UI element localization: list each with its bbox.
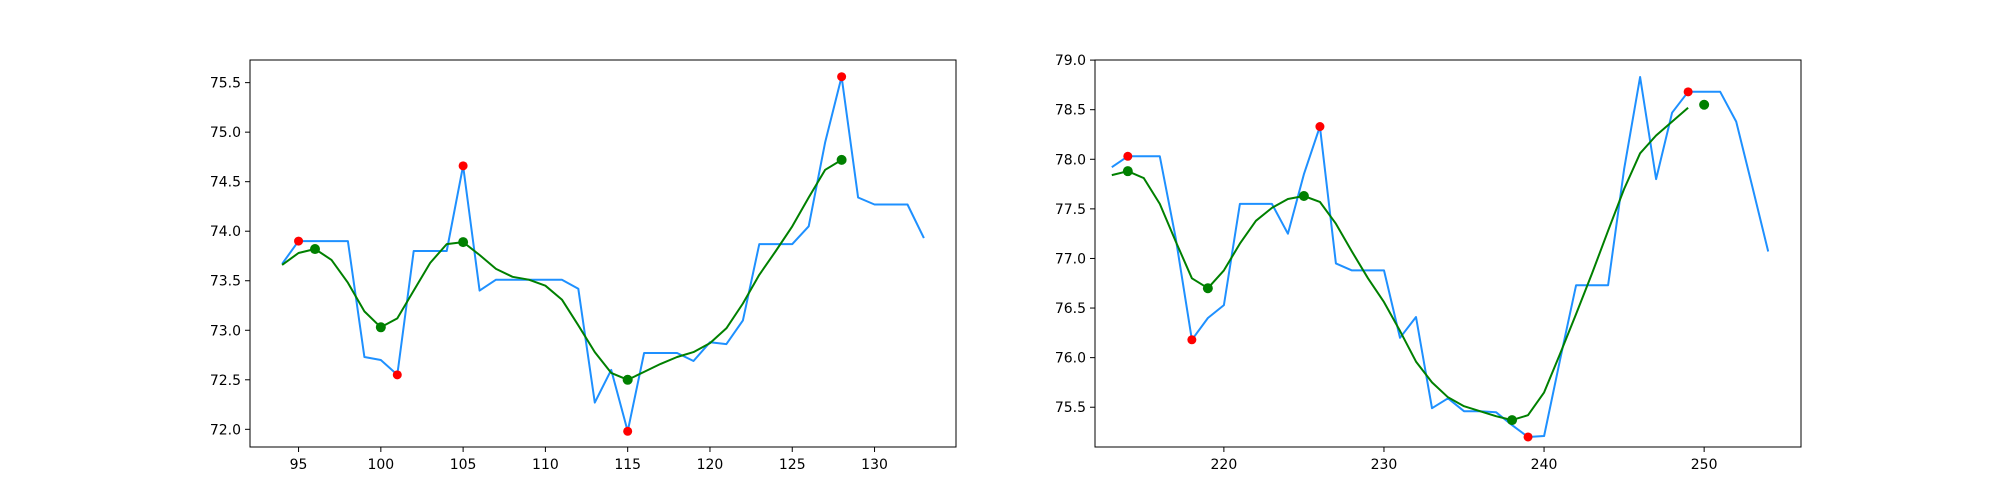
smoothed-extremum-point bbox=[1202, 283, 1213, 294]
x-tick-label: 115 bbox=[614, 457, 641, 473]
raw-extremum-point bbox=[1683, 87, 1693, 97]
x-tick-label: 100 bbox=[367, 457, 394, 473]
plot-area-frame bbox=[249, 59, 957, 448]
raw-extremum-point bbox=[458, 161, 468, 171]
x-tick-label: 110 bbox=[532, 457, 559, 473]
raw-extremum-point bbox=[392, 370, 402, 380]
y-tick-label: 74.5 bbox=[210, 175, 241, 191]
smoothed-extremum-point bbox=[375, 322, 386, 333]
x-tick-label: 230 bbox=[1371, 457, 1398, 473]
y-tick-label: 78.5 bbox=[1055, 103, 1086, 119]
y-tick-label: 76.0 bbox=[1055, 351, 1086, 367]
raw-extremum-point bbox=[1315, 122, 1325, 132]
raw-price-line bbox=[1111, 76, 1770, 438]
plot-area-frame bbox=[1094, 59, 1802, 448]
y-tick-label: 78.0 bbox=[1055, 152, 1086, 168]
y-tick-label: 75.0 bbox=[210, 125, 241, 141]
y-tick-label: 74.0 bbox=[210, 224, 241, 240]
x-tick-label: 95 bbox=[290, 457, 308, 473]
left-chart: 95 100 105 110 115 120 125 130 72.0 72.5 73.0 73.5 7… bbox=[210, 59, 957, 473]
smoothed-extremum-point bbox=[458, 237, 469, 248]
smoothed-extremum-point bbox=[1699, 99, 1710, 110]
y-tick-label: 72.0 bbox=[210, 422, 241, 438]
raw-extremum-point bbox=[1523, 432, 1533, 442]
raw-extremum-point bbox=[294, 236, 304, 246]
y-tick-label: 73.0 bbox=[210, 323, 241, 339]
right-chart: 220 230 240 250 75.5 76.0 76.5 77.0 77.5 78.0 78.5… bbox=[1055, 53, 1802, 473]
y-tick-label: 77.0 bbox=[1055, 251, 1086, 267]
x-tick-label: 250 bbox=[1691, 457, 1718, 473]
raw-extremum-point bbox=[1187, 335, 1197, 345]
y-tick-label: 75.5 bbox=[1055, 400, 1086, 416]
raw-extremum-point bbox=[623, 426, 633, 436]
y-tick-label: 77.5 bbox=[1055, 202, 1086, 218]
raw-extremum-point bbox=[837, 72, 847, 82]
raw-extremum-point bbox=[1123, 151, 1133, 161]
x-tick-label: 120 bbox=[697, 457, 724, 473]
y-tick-label: 79.0 bbox=[1055, 53, 1086, 69]
x-tick-label: 105 bbox=[450, 457, 477, 473]
smoothed-extremum-point bbox=[622, 374, 633, 385]
smoothed-extremum-point bbox=[1298, 190, 1309, 201]
smoothed-extremum-point bbox=[836, 154, 847, 165]
smoothed-extremum-point bbox=[310, 244, 321, 255]
y-tick-label: 76.5 bbox=[1055, 301, 1086, 317]
smoothed-line bbox=[281, 159, 843, 381]
x-tick-label: 220 bbox=[1211, 457, 1238, 473]
smoothed-extremum-point bbox=[1507, 415, 1518, 426]
x-tick-label: 125 bbox=[779, 457, 806, 473]
y-tick-label: 72.5 bbox=[210, 373, 241, 389]
x-tick-label: 240 bbox=[1531, 457, 1558, 473]
x-tick-label: 130 bbox=[861, 457, 888, 473]
y-tick-label: 73.5 bbox=[210, 274, 241, 290]
y-tick-label: 75.5 bbox=[210, 76, 241, 92]
smoothed-extremum-point bbox=[1122, 166, 1133, 177]
